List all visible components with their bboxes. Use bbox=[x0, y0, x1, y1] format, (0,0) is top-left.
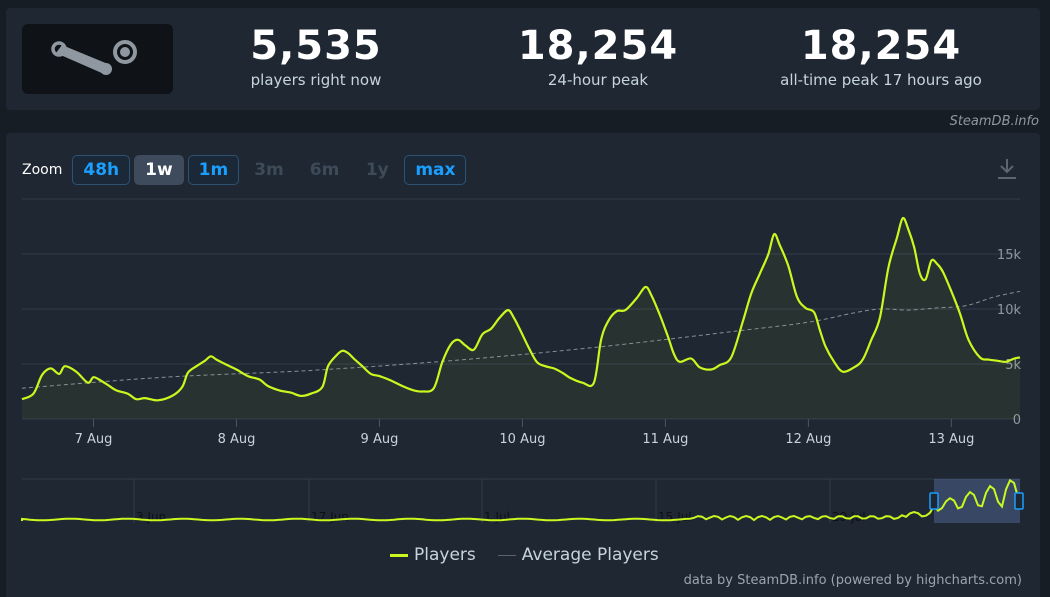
legend-players-swatch bbox=[390, 553, 408, 557]
navigator-tick-label: 17 Jun bbox=[311, 510, 349, 524]
stat-value: 18,254 bbox=[517, 23, 679, 69]
navigator-series bbox=[21, 478, 1019, 522]
stat-24h-peak: 18,254 24-hour peak bbox=[468, 22, 728, 90]
navigator-tick-label: 1 Jul bbox=[484, 510, 510, 524]
steam-logo-icon bbox=[51, 40, 137, 75]
stats-panel: 5,535 players right now 18,254 24-hour p… bbox=[6, 8, 1040, 110]
stat-label: players right now bbox=[250, 71, 382, 89]
steam-logo bbox=[22, 24, 173, 94]
legend-average[interactable]: Average Players bbox=[497, 545, 659, 565]
x-axis-labels: 7 Aug 8 Aug 9 Aug 10 Aug 11 Aug 12 Aug 13 Aug bbox=[75, 419, 974, 447]
stat-value: 5,535 bbox=[250, 23, 382, 69]
navigator-tick-label: 3 Jun bbox=[136, 510, 166, 524]
zoom-3m-button: 3m bbox=[254, 160, 284, 180]
players-area-fill bbox=[22, 218, 1020, 419]
chart-legend: Players Average Players bbox=[390, 545, 681, 565]
average-players-line bbox=[21, 290, 1021, 389]
x-tick-label: 12 Aug bbox=[785, 432, 831, 447]
download-icon[interactable] bbox=[996, 157, 1018, 185]
x-tick-label: 9 Aug bbox=[361, 432, 399, 447]
zoom-max-button[interactable]: max bbox=[404, 155, 467, 185]
y-tick-label: 15k bbox=[997, 248, 1022, 263]
players-line bbox=[21, 217, 1021, 402]
navigator-tick-label: 29 Jul bbox=[832, 510, 866, 524]
legend-players-label: Players bbox=[414, 545, 476, 565]
stat-label: 24-hour peak bbox=[547, 71, 649, 89]
stat-value: 18,254 bbox=[800, 23, 962, 69]
zoom-controls: Zoom 48h 1w 1m 3m 6m 1y max bbox=[22, 153, 470, 187]
zoom-label: Zoom bbox=[22, 162, 63, 178]
chart-grid bbox=[22, 198, 1020, 420]
navigator-handle[interactable] bbox=[1014, 492, 1024, 510]
y-tick-label: 0 bbox=[1013, 413, 1021, 428]
navigator-tick-label: 15 Jul bbox=[658, 510, 692, 524]
chart-navigator[interactable]: 3 Jun 17 Jun 1 Jul 15 Jul 29 Jul bbox=[21, 478, 1024, 524]
x-tick-label: 7 Aug bbox=[75, 432, 113, 447]
x-tick-label: 11 Aug bbox=[642, 432, 688, 447]
x-tick-label: 10 Aug bbox=[499, 432, 545, 447]
stat-current-players: 5,535 players right now bbox=[186, 22, 446, 90]
zoom-48h-button[interactable]: 48h bbox=[72, 155, 131, 185]
steamdb-credit[interactable]: SteamDB.info bbox=[949, 114, 1039, 129]
zoom-1m-button[interactable]: 1m bbox=[187, 155, 240, 185]
y-tick-label: 10k bbox=[997, 303, 1022, 318]
legend-average-swatch bbox=[497, 554, 516, 556]
stat-label: all-time peak 17 hours ago bbox=[780, 71, 982, 89]
x-tick-label: 13 Aug bbox=[928, 432, 974, 447]
x-tick-label: 8 Aug bbox=[218, 432, 256, 447]
highcharts-credit[interactable]: data by SteamDB.info (powered by highcha… bbox=[683, 573, 1022, 588]
legend-average-label: Average Players bbox=[521, 545, 659, 565]
stat-all-time-peak: 18,254 all-time peak 17 hours ago bbox=[751, 22, 1011, 90]
legend-players[interactable]: Players bbox=[390, 545, 476, 565]
zoom-1w-button[interactable]: 1w bbox=[134, 155, 184, 185]
zoom-6m-button: 6m bbox=[309, 160, 340, 180]
zoom-1y-button: 1y bbox=[365, 160, 389, 180]
navigator-handle[interactable] bbox=[929, 492, 939, 510]
